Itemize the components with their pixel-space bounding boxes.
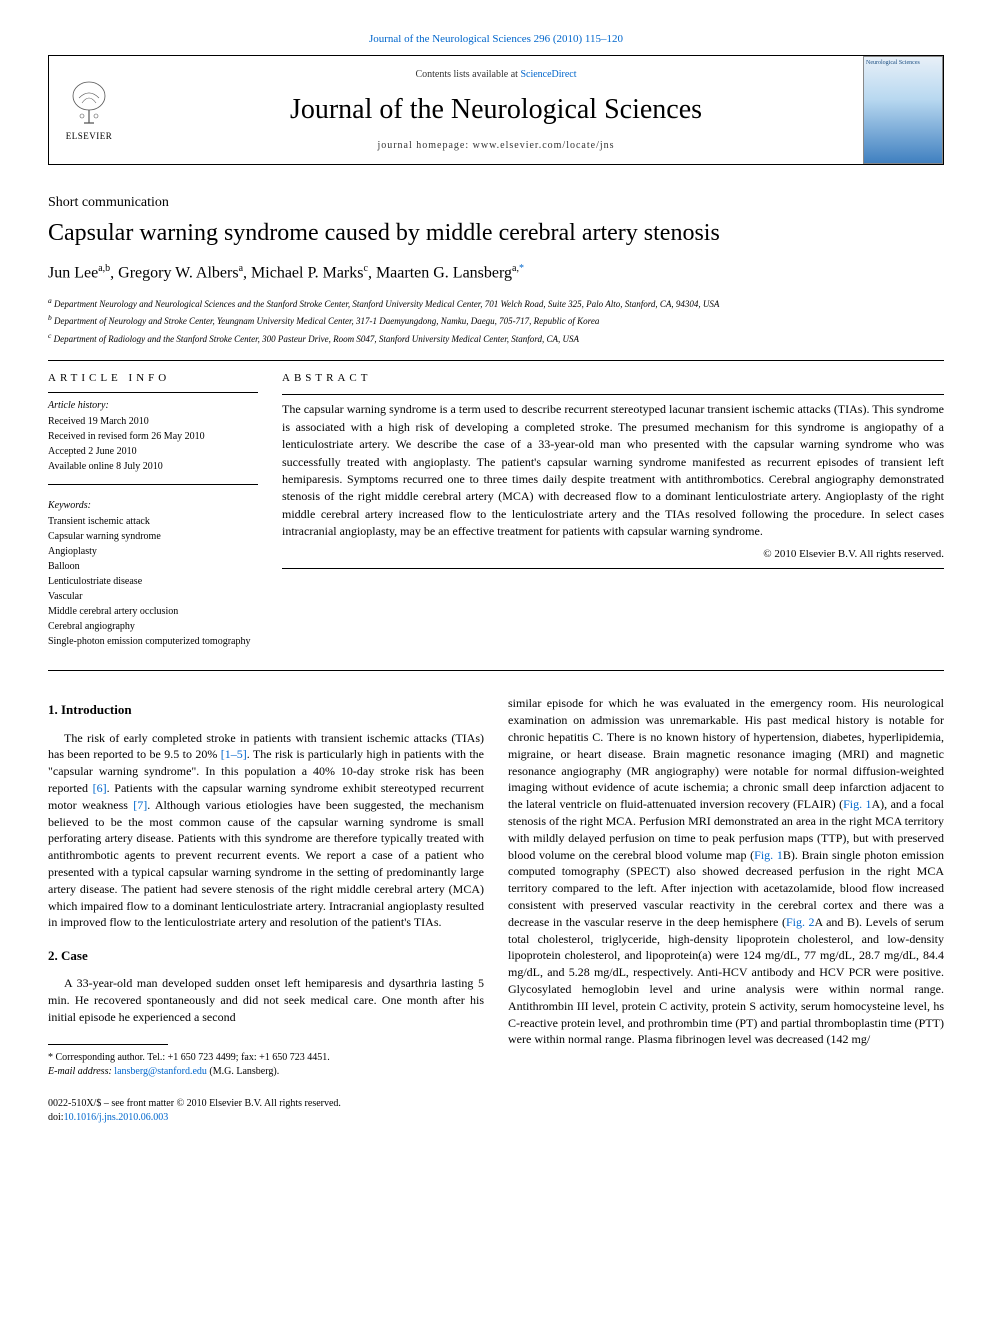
- keyword-item: Lenticulostriate disease: [48, 575, 258, 589]
- corr-author-contact: * Corresponding author. Tel.: +1 650 723…: [48, 1051, 484, 1065]
- footnote-divider: [48, 1044, 168, 1045]
- corr-email-line: E-mail address: lansberg@stanford.edu (M…: [48, 1065, 484, 1079]
- sciencedirect-link[interactable]: ScienceDirect: [520, 69, 576, 80]
- body-column-left: 1. Introduction The risk of early comple…: [48, 695, 484, 1124]
- author-2: Gregory W. Albers: [118, 264, 238, 281]
- affiliation-c-text: Department of Radiology and the Stanford…: [54, 334, 579, 344]
- journal-cover: Neurological Sciences: [863, 56, 943, 164]
- top-citation-link[interactable]: Journal of the Neurological Sciences 296…: [48, 32, 944, 47]
- case-paragraph-2: similar episode for which he was evaluat…: [508, 695, 944, 1048]
- article-type: Short communication: [48, 193, 944, 213]
- author-4: Maarten G. Lansberg: [376, 264, 512, 281]
- case-heading: 2. Case: [48, 947, 484, 965]
- case-paragraph-1: A 33-year-old man developed sudden onset…: [48, 975, 484, 1025]
- keyword-item: Transient ischemic attack: [48, 515, 258, 529]
- article-info-heading: ARTICLE INFO: [48, 371, 258, 386]
- keyword-item: Capsular warning syndrome: [48, 530, 258, 544]
- fig-2-link[interactable]: Fig. 2: [786, 915, 815, 929]
- ref-link-1-5[interactable]: [1–5]: [221, 747, 247, 761]
- abstract-column: ABSTRACT The capsular warning syndrome i…: [282, 371, 944, 650]
- keyword-item: Single-photon emission computerized tomo…: [48, 635, 258, 649]
- keywords-label: Keywords:: [48, 499, 258, 513]
- citation-link[interactable]: Journal of the Neurological Sciences 296…: [369, 33, 623, 45]
- ref-link-7[interactable]: [7]: [133, 798, 147, 812]
- affiliation-a-text: Department Neurology and Neurological Sc…: [54, 299, 719, 309]
- page-container: Journal of the Neurological Sciences 296…: [0, 0, 992, 1157]
- doi-link[interactable]: 10.1016/j.jns.2010.06.003: [64, 1112, 169, 1123]
- header-center: Contents lists available at ScienceDirec…: [129, 60, 863, 161]
- history-online: Available online 8 July 2010: [48, 460, 258, 474]
- issn-line: 0022-510X/$ – see front matter © 2010 El…: [48, 1097, 484, 1111]
- info-divider-1: [48, 392, 258, 393]
- affiliation-c: c Department of Radiology and the Stanfo…: [48, 330, 944, 347]
- body-divider: [48, 670, 944, 671]
- corresponding-symbol[interactable]: *: [519, 263, 524, 274]
- affiliation-a: a Department Neurology and Neurological …: [48, 295, 944, 312]
- corresponding-footer: * Corresponding author. Tel.: +1 650 723…: [48, 1051, 484, 1079]
- keyword-item: Angioplasty: [48, 545, 258, 559]
- abstract-heading: ABSTRACT: [282, 371, 944, 386]
- article-info-column: ARTICLE INFO Article history: Received 1…: [48, 371, 258, 650]
- email-label: E-mail address:: [48, 1066, 114, 1077]
- info-divider-2: [48, 484, 258, 485]
- journal-cover-thumbnail: Neurological Sciences: [863, 56, 943, 164]
- affiliation-b-text: Department of Neurology and Stroke Cente…: [54, 316, 599, 326]
- abstract-text: The capsular warning syndrome is a term …: [282, 401, 944, 540]
- author-3-aff: c: [363, 263, 367, 274]
- introduction-heading: 1. Introduction: [48, 701, 484, 719]
- body-column-right: similar episode for which he was evaluat…: [508, 695, 944, 1124]
- journal-cover-text: Neurological Sciences: [864, 57, 942, 69]
- keyword-item: Middle cerebral artery occlusion: [48, 605, 258, 619]
- contents-prefix: Contents lists available at: [415, 69, 520, 80]
- ref-link-6[interactable]: [6]: [93, 781, 107, 795]
- contents-line: Contents lists available at ScienceDirec…: [137, 68, 855, 82]
- abstract-divider-bottom: [282, 568, 944, 569]
- case-text-a: similar episode for which he was evaluat…: [508, 696, 944, 811]
- intro-text-d: . Although various etiologies have been …: [48, 798, 484, 930]
- affiliations: a Department Neurology and Neurological …: [48, 295, 944, 347]
- journal-name: Journal of the Neurological Sciences: [137, 90, 855, 129]
- body-columns: 1. Introduction The risk of early comple…: [48, 695, 944, 1124]
- affiliation-b: b Department of Neurology and Stroke Cen…: [48, 312, 944, 329]
- journal-homepage: journal homepage: www.elsevier.com/locat…: [137, 139, 855, 153]
- history-label: Article history:: [48, 399, 258, 413]
- abstract-divider: [282, 394, 944, 395]
- doi-line: doi:10.1016/j.jns.2010.06.003: [48, 1111, 484, 1125]
- keyword-item: Cerebral angiography: [48, 620, 258, 634]
- fig-1a-link[interactable]: Fig. 1: [843, 797, 871, 811]
- keywords-block: Keywords: Transient ischemic attack Caps…: [48, 499, 258, 649]
- history-received: Received 19 March 2010: [48, 415, 258, 429]
- keyword-item: Vascular: [48, 590, 258, 604]
- keyword-item: Balloon: [48, 560, 258, 574]
- divider: [48, 360, 944, 361]
- abstract-copyright: © 2010 Elsevier B.V. All rights reserved…: [282, 547, 944, 562]
- author-3: Michael P. Marks: [251, 264, 363, 281]
- email-suffix: (M.G. Lansberg).: [207, 1066, 279, 1077]
- case-text-d: A and B). Levels of serum total choleste…: [508, 915, 944, 1047]
- history-revised: Received in revised form 26 May 2010: [48, 430, 258, 444]
- author-1: Jun Lee: [48, 264, 98, 281]
- journal-header: ELSEVIER Contents lists available at Sci…: [48, 55, 944, 165]
- fig-1b-link[interactable]: Fig. 1: [754, 848, 783, 862]
- author-1-aff: a,b: [98, 263, 110, 274]
- footer-meta: 0022-510X/$ – see front matter © 2010 El…: [48, 1097, 484, 1125]
- elsevier-label: ELSEVIER: [66, 130, 113, 143]
- author-2-aff: a: [239, 263, 243, 274]
- history-accepted: Accepted 2 June 2010: [48, 445, 258, 459]
- intro-paragraph: The risk of early completed stroke in pa…: [48, 730, 484, 932]
- authors-list: Jun Leea,b, Gregory W. Albersa, Michael …: [48, 262, 944, 285]
- info-abstract-row: ARTICLE INFO Article history: Received 1…: [48, 371, 944, 650]
- article-title: Capsular warning syndrome caused by midd…: [48, 219, 944, 248]
- elsevier-logo: ELSEVIER: [49, 56, 129, 164]
- corr-email[interactable]: lansberg@stanford.edu: [114, 1066, 207, 1077]
- author-4-aff: a,: [512, 263, 519, 274]
- elsevier-tree-icon: [64, 78, 114, 128]
